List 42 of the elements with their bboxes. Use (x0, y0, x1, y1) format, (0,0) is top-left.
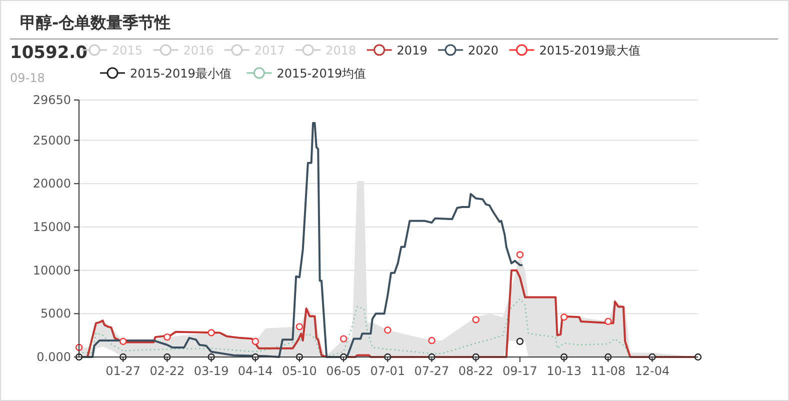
point (164, 333, 171, 341)
y-tick-label: 29650 (32, 93, 71, 107)
point (516, 338, 524, 345)
x-tick-label: 01-27 (106, 364, 141, 378)
text: 10592.0 (10, 43, 88, 63)
x-tick-label: 03-19 (194, 364, 229, 378)
point (428, 336, 436, 344)
y-tick-label: 5000 (40, 306, 71, 321)
chart-title: 甲醇-仓单数量季节性 (20, 13, 171, 32)
x-tick-label: 07-01 (370, 364, 406, 378)
x-tick-label: 12-04 (634, 364, 670, 378)
y-tick-label: 15000 (32, 220, 71, 234)
point (472, 316, 480, 324)
y-tick-label: 10000 (32, 263, 71, 278)
point (560, 314, 568, 321)
legend-label: 2019 (396, 44, 428, 58)
legend-label: 2015-2019最小值 (130, 66, 232, 80)
y-tick-label: 25000 (32, 133, 71, 148)
point (119, 338, 127, 345)
x-tick-label: 09-17 (502, 364, 538, 378)
legend-label: 2015-2019均值 (276, 66, 366, 80)
y-tick-label: 20000 (32, 176, 71, 191)
y-tick-label: 0.000 (36, 350, 71, 364)
x-tick-label: 02-22 (150, 364, 185, 378)
x-tick-label: 07-27 (414, 364, 450, 378)
point (208, 329, 215, 336)
point (340, 335, 348, 342)
x-tick-label: 04-14 (238, 364, 273, 378)
point (604, 318, 612, 326)
point (516, 251, 524, 258)
legend-label: 2020 (468, 44, 499, 58)
point (252, 338, 259, 345)
point (384, 326, 392, 334)
x-tick-label: 10-13 (546, 364, 582, 378)
point (296, 323, 304, 330)
x-tick-label: 08-22 (458, 364, 494, 378)
x-tick-label: 06-05 (326, 364, 361, 378)
x-tick-label: 11-08 (590, 364, 626, 378)
point (694, 353, 702, 361)
x-tick-label: 05-10 (282, 364, 317, 378)
text: 09-18 (10, 71, 45, 85)
legend-label: 2015-2019最大值 (539, 44, 641, 58)
